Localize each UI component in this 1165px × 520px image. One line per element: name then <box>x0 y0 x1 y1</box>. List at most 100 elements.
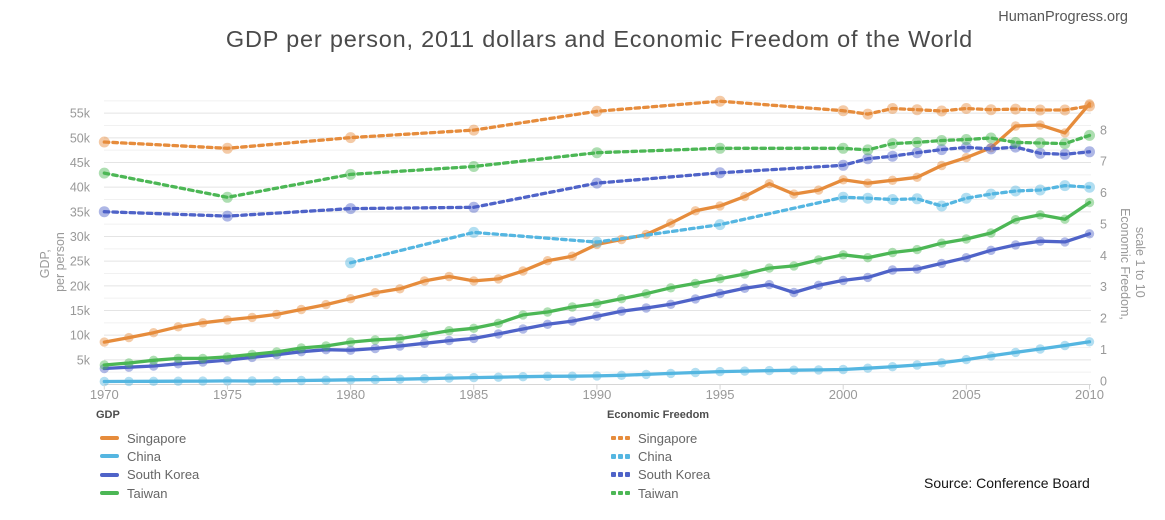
data-point-gdp-singapore-1986 <box>493 274 504 284</box>
data-point-gdp-south-korea-2004 <box>937 258 947 269</box>
data-point-ef-taiwan-2002 <box>887 138 898 150</box>
legend-ef-header: Economic Freedom <box>607 409 710 421</box>
data-point-gdp-singapore-2002 <box>887 175 898 185</box>
x-tick-label: 2000 <box>829 387 858 402</box>
data-point-gdp-china-1987 <box>518 372 528 382</box>
data-point-gdp-taiwan-1977 <box>272 347 282 357</box>
data-point-gdp-singapore-1978 <box>296 304 306 315</box>
data-point-gdp-china-1972 <box>148 376 159 386</box>
series-ef-south-korea <box>98 141 1095 222</box>
chart-title: GDP per person, 2011 dollars and Economi… <box>225 26 974 52</box>
data-point-gdp-china-1999 <box>813 365 824 375</box>
data-point-gdp-south-korea-2006 <box>986 245 996 255</box>
data-point-gdp-china-1978 <box>296 375 306 386</box>
legend-item-taiwan-gdp[interactable]: Taiwan <box>96 484 199 502</box>
data-point-gdp-singapore-1971 <box>124 332 134 343</box>
legend-item-label: South Korea <box>638 467 711 483</box>
data-point-gdp-south-korea-2009 <box>1060 237 1070 247</box>
data-point-ef-china-1980 <box>345 257 357 269</box>
data-point-gdp-singapore-2000 <box>838 175 848 185</box>
data-point-gdp-singapore-1996 <box>740 191 750 202</box>
legend-ef: Economic Freedom Singapore China South Kor… <box>607 409 710 502</box>
data-point-ef-south-korea-2000 <box>837 159 849 171</box>
y-left-tick-label: 30k <box>70 230 91 244</box>
data-point-gdp-singapore-1983 <box>419 276 430 286</box>
left-axis-title-line1: GDP, <box>38 249 52 278</box>
data-point-ef-south-korea-1970 <box>98 206 110 218</box>
data-point-gdp-taiwan-1985 <box>469 323 479 333</box>
data-point-ef-china-2001 <box>862 192 874 204</box>
data-point-gdp-china-2000 <box>838 364 848 375</box>
data-point-gdp-singapore-1989 <box>567 251 577 261</box>
data-point-ef-taiwan-1985 <box>468 161 480 172</box>
data-point-gdp-taiwan-1983 <box>419 330 430 340</box>
data-point-ef-south-korea-2002 <box>887 150 898 162</box>
data-point-ef-china-2003 <box>911 193 923 205</box>
data-point-ef-singapore-2006 <box>985 104 997 116</box>
legend-item-label: Taiwan <box>127 485 168 501</box>
data-point-gdp-singapore-1995 <box>715 201 725 211</box>
data-point-gdp-south-korea-1971 <box>124 362 134 372</box>
data-point-ef-taiwan-2005 <box>960 134 972 145</box>
data-point-gdp-taiwan-1991 <box>616 294 627 304</box>
data-point-gdp-south-korea-1999 <box>813 280 824 290</box>
data-point-gdp-singapore-1970 <box>99 337 110 347</box>
legend-item-label: Singapore <box>127 430 187 446</box>
data-point-gdp-taiwan-1989 <box>567 302 577 312</box>
data-point-gdp-south-korea-1993 <box>666 299 676 309</box>
dashed-swatch-icon <box>611 490 630 496</box>
legend-item-south-korea-ef[interactable]: South Korea <box>607 466 710 484</box>
legend-item-south-korea-gdp[interactable]: South Korea <box>96 466 199 484</box>
legend-item-china-ef[interactable]: China <box>607 447 710 465</box>
series-ef-china <box>345 180 1095 269</box>
data-point-gdp-singapore-1982 <box>395 284 405 294</box>
data-point-gdp-singapore-1988 <box>542 256 553 266</box>
data-point-gdp-taiwan-2006 <box>986 228 996 238</box>
data-point-gdp-south-korea-2008 <box>1035 236 1045 246</box>
data-point-gdp-china-2010 <box>1084 337 1095 347</box>
data-point-gdp-china-1997 <box>764 365 774 376</box>
y-right-tick-label: 3 <box>1100 280 1107 294</box>
data-point-gdp-singapore-1987 <box>518 266 528 276</box>
data-point-ef-singapore-2003 <box>911 104 923 116</box>
series-gdp-china <box>99 337 1095 387</box>
data-point-ef-china-2006 <box>985 188 997 200</box>
data-point-gdp-china-1991 <box>616 370 627 380</box>
series-line-ef-singapore <box>102 99 1092 150</box>
data-point-ef-singapore-2008 <box>1034 104 1046 116</box>
legend-gdp-item-list: Singapore China South Korea Taiwan <box>96 429 199 502</box>
solid-swatch-icon <box>100 436 119 441</box>
series-line-gdp-south-korea <box>102 232 1092 371</box>
data-point-gdp-china-1976 <box>247 376 257 386</box>
data-point-gdp-china-1977 <box>272 376 282 386</box>
legend-item-label: China <box>127 448 161 464</box>
data-point-ef-south-korea-1980 <box>345 203 357 215</box>
data-point-ef-south-korea-2007 <box>1010 141 1022 153</box>
data-point-gdp-south-korea-1998 <box>789 287 799 298</box>
series-layer <box>98 95 1095 387</box>
data-point-ef-singapore-1975 <box>221 142 233 154</box>
legend-item-singapore-gdp[interactable]: Singapore <box>96 429 199 447</box>
data-point-gdp-china-2002 <box>887 362 898 372</box>
data-point-ef-taiwan-1980 <box>345 168 357 180</box>
legend-item-china-gdp[interactable]: China <box>96 447 199 465</box>
series-line-gdp-singapore <box>102 102 1092 344</box>
data-point-gdp-singapore-1974 <box>198 318 208 328</box>
data-point-gdp-china-2004 <box>937 358 947 368</box>
data-point-gdp-singapore-1993 <box>666 218 676 228</box>
data-point-gdp-south-korea-1990 <box>592 311 602 321</box>
y-left-tick-label: 55k <box>70 107 91 121</box>
data-point-gdp-south-korea-1997 <box>764 279 774 290</box>
data-point-ef-south-korea-2004 <box>936 144 948 156</box>
legend-item-singapore-ef[interactable]: Singapore <box>607 429 710 447</box>
legend-item-taiwan-ef[interactable]: Taiwan <box>607 484 710 502</box>
data-point-gdp-singapore-2010 <box>1084 99 1095 109</box>
data-point-ef-taiwan-1995 <box>714 142 726 154</box>
data-point-gdp-taiwan-2004 <box>937 238 947 248</box>
data-point-ef-south-korea-1975 <box>221 210 233 222</box>
data-point-gdp-singapore-2009 <box>1060 128 1070 138</box>
left-axis-title-line2: per person <box>53 232 67 292</box>
data-point-gdp-south-korea-1972 <box>148 361 159 371</box>
